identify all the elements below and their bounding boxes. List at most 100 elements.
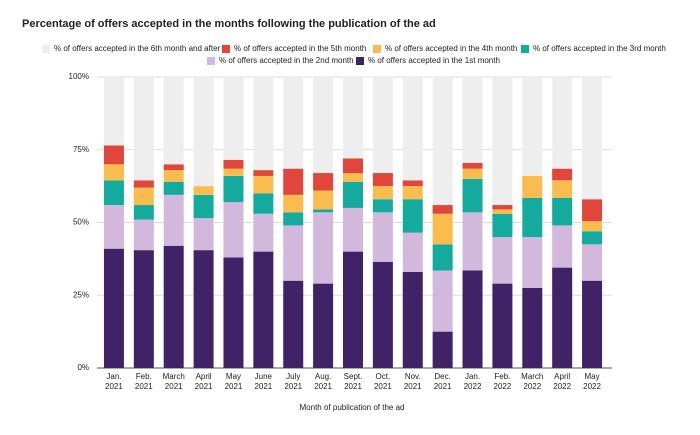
bar-segment (372, 77, 393, 174)
bar-segment (343, 158, 363, 174)
bar-segment (223, 159, 244, 169)
bar-segment (582, 199, 603, 222)
bar-segment (163, 77, 184, 165)
bar-segment (522, 287, 543, 368)
bar-segment (193, 77, 214, 187)
bar-segment (582, 77, 603, 200)
bar-segment (103, 205, 124, 249)
bar-segment (522, 197, 543, 238)
bar-segment (582, 231, 603, 245)
x-tick-label: Sept. 2021 (343, 372, 363, 391)
bar-segment (253, 213, 274, 252)
bar-segment (492, 213, 513, 238)
legend-swatch (356, 57, 364, 65)
bar-segment (492, 237, 513, 284)
bar-segment (432, 244, 453, 271)
bar-segment (223, 257, 244, 368)
x-tick-label: April 2022 (553, 372, 572, 391)
bar-segment (253, 170, 274, 176)
bar-segment (462, 212, 483, 271)
bar-segment (462, 178, 483, 213)
bar-segment (133, 187, 154, 206)
bar-segment (133, 180, 154, 188)
bar-segment (552, 267, 573, 368)
bar-segment (552, 225, 573, 268)
x-tick-label: July 2021 (284, 372, 303, 391)
bar-segment (462, 77, 483, 163)
bar-segment (223, 77, 244, 160)
legend-swatch (373, 45, 381, 53)
legend-label: % of offers accepted in the 5th month (234, 44, 366, 53)
bar-segment (283, 225, 304, 281)
bar-segment (253, 175, 274, 194)
bar-segment (582, 221, 603, 232)
bar-segment (492, 283, 513, 368)
bar-segment (582, 280, 603, 368)
bar-segment (223, 175, 244, 203)
bar-segment (193, 218, 214, 251)
bar-segment (462, 162, 483, 169)
legend-swatch (222, 45, 230, 53)
bar-segment (402, 232, 423, 272)
bar-segment (223, 168, 244, 176)
bar-segment (552, 77, 573, 169)
x-tick-label: Jan. 2021 (105, 372, 123, 391)
bar-segment (432, 213, 453, 245)
x-axis-title: Month of publication of the ad (300, 403, 405, 412)
x-tick-label: May 2021 (224, 372, 243, 391)
bar-segment (313, 190, 334, 210)
x-tick-label: June 2021 (254, 372, 273, 391)
bar-segment (163, 181, 184, 195)
x-tick-label: Oct. 2021 (373, 372, 392, 391)
bar-segment (253, 193, 274, 214)
bar-segment (313, 209, 334, 213)
bar-segment (343, 207, 363, 252)
bar-segment (432, 77, 453, 206)
legend-swatch (207, 57, 215, 65)
x-tick-label: March 2022 (521, 372, 544, 391)
bar-segment (193, 250, 214, 368)
x-tick-label: Feb. 2022 (493, 372, 512, 391)
bar-segment (372, 173, 393, 187)
bar-segment (402, 77, 423, 181)
legend-label: % of offers accepted in the 1st month (368, 56, 500, 65)
bar-segment (372, 199, 393, 213)
y-tick-label: 75% (73, 145, 89, 154)
bar-segment (492, 209, 513, 214)
bar-segment (283, 168, 304, 195)
x-tick-label: Jan. 2022 (463, 372, 482, 391)
bar-segment (432, 270, 453, 332)
bar-segment (193, 194, 214, 219)
bar-segment (283, 280, 304, 368)
bar-segment (163, 164, 184, 171)
bar-segment (163, 170, 184, 182)
bar-segment (432, 331, 453, 368)
bar-segment (133, 219, 154, 251)
y-tick-label: 25% (73, 290, 89, 299)
bar-segment (163, 245, 184, 368)
bar-segment (223, 202, 244, 258)
x-tick-label: April 2021 (194, 372, 213, 391)
x-tick-label: Feb. 2021 (134, 372, 153, 391)
legend-label: % of offers accepted in the 4th month (385, 44, 517, 53)
bar-segment (163, 194, 184, 246)
legend-swatch (42, 45, 50, 53)
bar-segment (552, 180, 573, 198)
bar-segment (103, 248, 124, 368)
chart-title: Percentage of offers accepted in the mon… (22, 18, 436, 30)
bar-segment (103, 145, 124, 165)
bar-segment (313, 173, 334, 191)
legend-swatch (521, 45, 529, 53)
bar-segment (283, 77, 304, 169)
x-tick-label: Aug. 2021 (314, 372, 332, 391)
bar-segment (372, 261, 393, 368)
bar-segment (552, 197, 573, 226)
bar-segment (462, 270, 483, 368)
y-tick-label: 0% (77, 363, 89, 372)
bar-segment (133, 250, 154, 368)
bar-segment (103, 164, 124, 181)
y-tick-label: 50% (73, 218, 89, 227)
bar-segment (522, 237, 543, 288)
bar-segment (343, 251, 363, 368)
